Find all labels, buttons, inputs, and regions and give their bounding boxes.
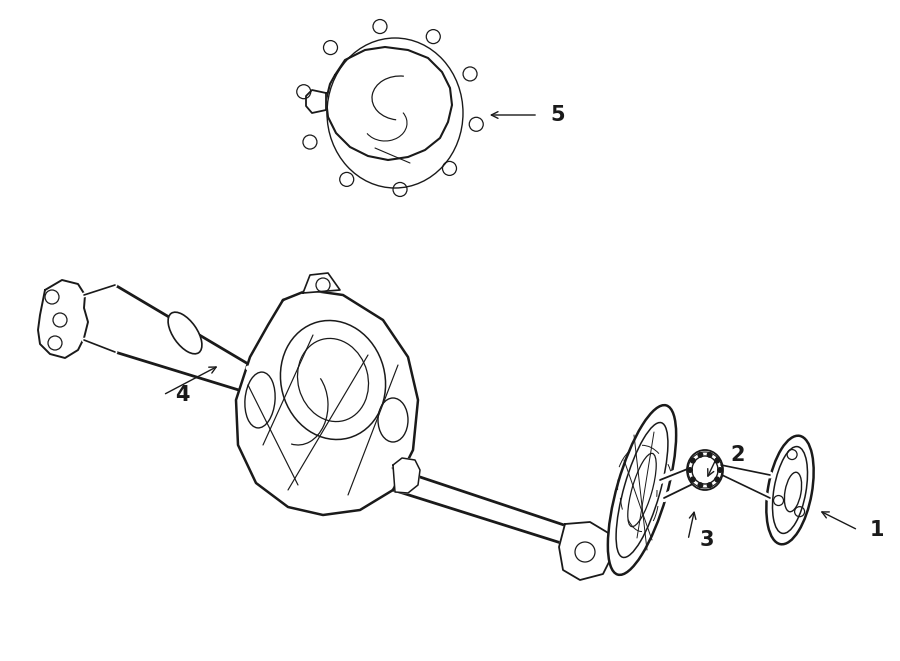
Polygon shape [326, 47, 452, 160]
Circle shape [706, 451, 713, 458]
Polygon shape [38, 280, 88, 358]
Ellipse shape [168, 312, 202, 354]
Circle shape [698, 451, 704, 458]
Text: 2: 2 [730, 445, 744, 465]
Circle shape [714, 457, 720, 463]
Circle shape [690, 477, 696, 483]
Text: 4: 4 [175, 385, 190, 405]
Circle shape [698, 483, 704, 488]
Circle shape [714, 477, 720, 483]
Text: 1: 1 [870, 520, 885, 540]
Polygon shape [306, 90, 326, 113]
Text: 5: 5 [550, 105, 564, 125]
Circle shape [706, 483, 713, 488]
Ellipse shape [766, 436, 814, 544]
Circle shape [690, 457, 696, 463]
Polygon shape [559, 522, 613, 580]
Ellipse shape [245, 372, 275, 428]
Polygon shape [115, 285, 255, 395]
Polygon shape [393, 468, 615, 560]
Polygon shape [303, 273, 340, 293]
Ellipse shape [608, 405, 676, 575]
Polygon shape [393, 458, 420, 493]
Polygon shape [236, 290, 418, 515]
Text: 3: 3 [700, 530, 715, 550]
Circle shape [687, 467, 693, 473]
Ellipse shape [378, 398, 408, 442]
Circle shape [717, 467, 723, 473]
Ellipse shape [687, 450, 723, 490]
